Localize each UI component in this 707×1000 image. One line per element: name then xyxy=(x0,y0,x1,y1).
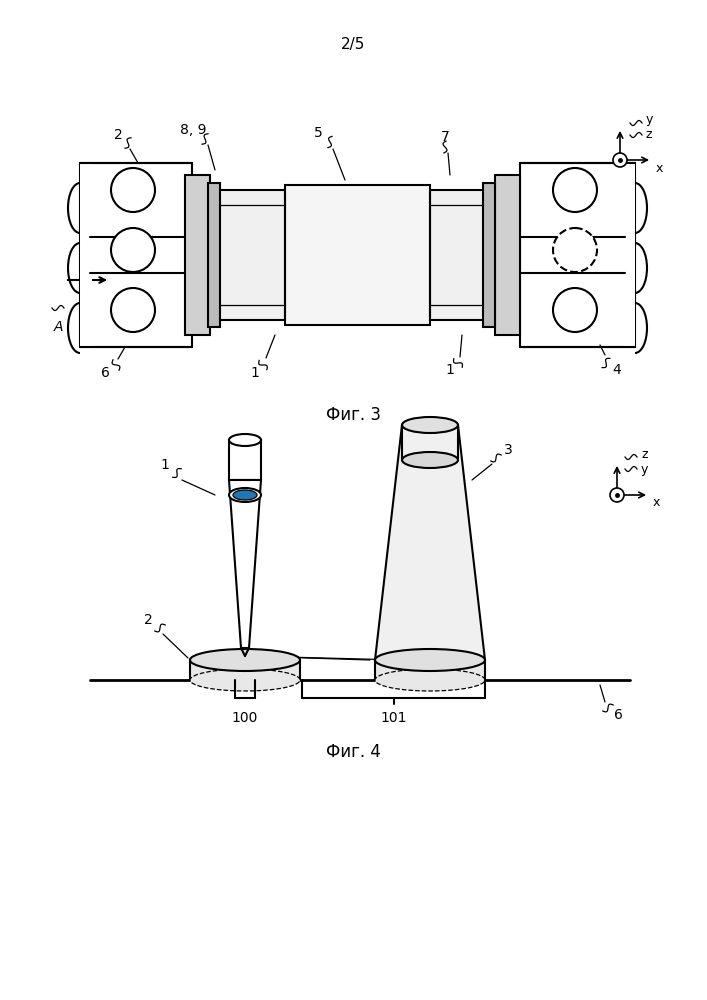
Ellipse shape xyxy=(402,452,458,468)
Ellipse shape xyxy=(553,288,597,332)
Text: 5: 5 xyxy=(314,126,322,140)
Text: 8, 9: 8, 9 xyxy=(180,123,206,137)
Ellipse shape xyxy=(190,649,300,671)
Bar xyxy=(185,175,210,335)
Text: x: x xyxy=(656,161,663,174)
Ellipse shape xyxy=(402,417,458,433)
Bar xyxy=(623,163,635,347)
Ellipse shape xyxy=(233,490,257,500)
Text: 6: 6 xyxy=(614,708,622,722)
Ellipse shape xyxy=(553,228,597,272)
Ellipse shape xyxy=(610,488,624,502)
Text: 1: 1 xyxy=(160,458,170,472)
Ellipse shape xyxy=(111,168,155,212)
Ellipse shape xyxy=(111,288,155,332)
Ellipse shape xyxy=(190,669,300,691)
Bar xyxy=(375,660,485,680)
Text: 1: 1 xyxy=(250,366,259,380)
Text: 3: 3 xyxy=(503,443,513,457)
Bar xyxy=(208,183,220,327)
Bar xyxy=(80,163,192,347)
Text: z: z xyxy=(641,448,648,462)
Polygon shape xyxy=(229,480,261,648)
Text: 4: 4 xyxy=(613,363,621,377)
Ellipse shape xyxy=(229,434,261,446)
Text: x: x xyxy=(653,496,660,510)
Bar xyxy=(80,163,92,347)
Text: 2: 2 xyxy=(144,613,153,627)
Text: y: y xyxy=(641,462,648,476)
Bar xyxy=(495,175,520,335)
Bar xyxy=(190,660,300,680)
Ellipse shape xyxy=(111,228,155,272)
Text: Фиг. 4: Фиг. 4 xyxy=(325,743,380,761)
Text: 101: 101 xyxy=(380,711,407,725)
Ellipse shape xyxy=(375,669,485,691)
Text: Фиг. 3: Фиг. 3 xyxy=(325,406,380,424)
Text: y: y xyxy=(646,113,653,126)
Bar xyxy=(285,185,430,325)
Ellipse shape xyxy=(229,488,261,502)
Polygon shape xyxy=(375,425,485,660)
Ellipse shape xyxy=(613,153,627,167)
Text: A: A xyxy=(53,320,63,334)
Bar xyxy=(520,163,635,347)
Text: 100: 100 xyxy=(232,711,258,725)
Ellipse shape xyxy=(375,649,485,671)
Text: z: z xyxy=(646,128,653,141)
Ellipse shape xyxy=(553,168,597,212)
Text: 7: 7 xyxy=(440,130,450,144)
Text: 2: 2 xyxy=(114,128,122,142)
Text: 2/5: 2/5 xyxy=(341,37,366,52)
Bar xyxy=(229,440,261,480)
Bar xyxy=(483,183,495,327)
Text: 1: 1 xyxy=(445,363,455,377)
Text: 6: 6 xyxy=(100,366,110,380)
Bar xyxy=(192,190,520,320)
